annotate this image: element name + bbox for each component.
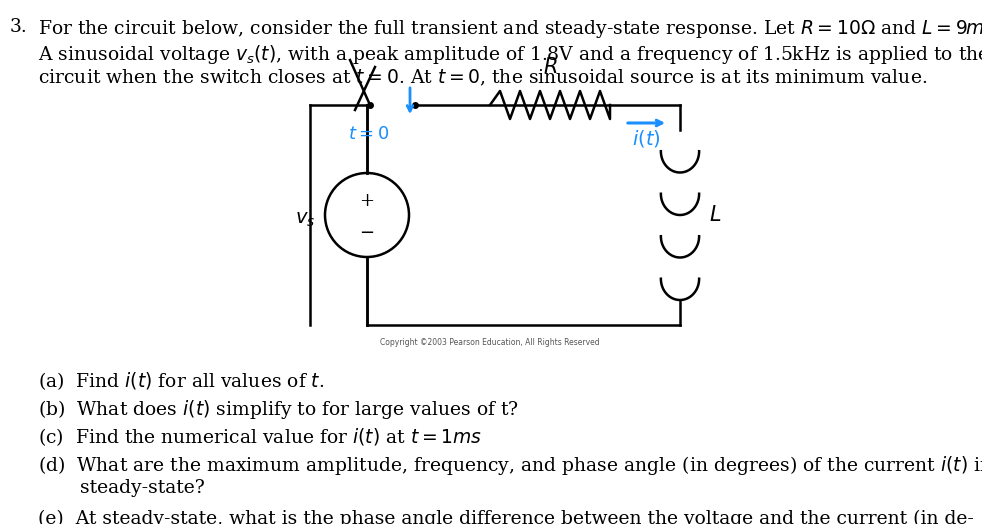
Text: (b)  What does $i(t)$ simplify to for large values of t?: (b) What does $i(t)$ simplify to for lar… bbox=[38, 398, 519, 421]
Text: $i(t)$: $i(t)$ bbox=[632, 128, 661, 149]
Text: (c)  Find the numerical value for $i(t)$ at $t = 1ms$: (c) Find the numerical value for $i(t)$ … bbox=[38, 426, 482, 448]
Text: $v_s$: $v_s$ bbox=[295, 211, 315, 229]
Text: circuit when the switch closes at $t = 0$. At $t = 0$, the sinusoidal source is : circuit when the switch closes at $t = 0… bbox=[38, 68, 927, 88]
Text: 3.: 3. bbox=[10, 18, 27, 36]
Text: For the circuit below, consider the full transient and steady-state response. Le: For the circuit below, consider the full… bbox=[38, 18, 982, 40]
Text: $L$: $L$ bbox=[709, 205, 722, 225]
Text: $R$: $R$ bbox=[543, 57, 557, 77]
Text: $t = 0$: $t = 0$ bbox=[348, 125, 389, 143]
Text: (d)  What are the maximum amplitude, frequency, and phase angle (in degrees) of : (d) What are the maximum amplitude, freq… bbox=[38, 454, 982, 477]
Text: +: + bbox=[359, 192, 374, 210]
Text: (e)  At steady-state, what is the phase angle difference between the voltage and: (e) At steady-state, what is the phase a… bbox=[38, 510, 974, 524]
Text: (a)  Find $i(t)$ for all values of $t$.: (a) Find $i(t)$ for all values of $t$. bbox=[38, 370, 324, 392]
Text: Copyright ©2003 Pearson Education, All Rights Reserved: Copyright ©2003 Pearson Education, All R… bbox=[380, 338, 600, 347]
Text: steady-state?: steady-state? bbox=[38, 479, 205, 497]
Text: $-$: $-$ bbox=[359, 222, 374, 240]
Text: A sinusoidal voltage $v_s(t)$, with a peak amplitude of 1.8V and a frequency of : A sinusoidal voltage $v_s(t)$, with a pe… bbox=[38, 43, 982, 66]
